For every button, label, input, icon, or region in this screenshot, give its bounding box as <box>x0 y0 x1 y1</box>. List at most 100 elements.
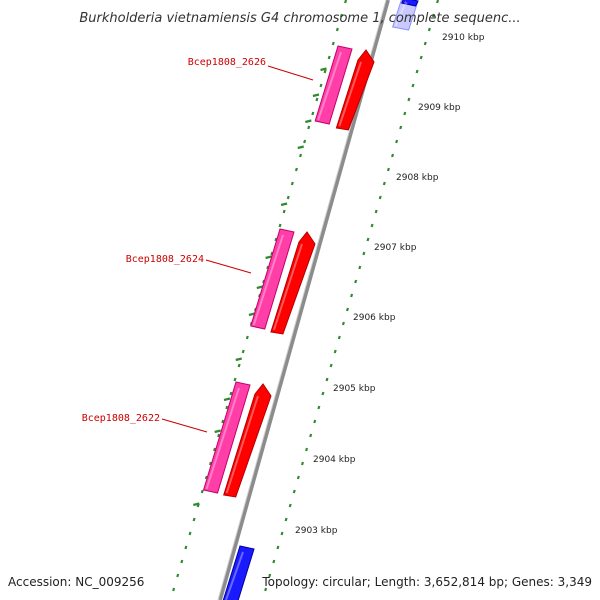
other-gene-top-light[interactable] <box>391 0 419 31</box>
other-gene-top[interactable] <box>400 0 419 7</box>
outer-tick-dot <box>415 69 419 74</box>
kbp-label-2905: 2905 kbp <box>333 384 376 394</box>
outer-tick-dot <box>399 125 403 130</box>
kbp-label-2903: 2903 kbp <box>295 526 338 536</box>
inner-track-dash <box>280 202 288 207</box>
inner-tick-dot <box>327 55 331 60</box>
inner-tick-dot <box>172 587 176 592</box>
outer-tick-dot <box>378 195 382 200</box>
gene-label-2626[interactable]: Bcep1808_2626 <box>188 57 266 68</box>
outer-tick-dot <box>346 307 349 312</box>
gene-arrow-icon[interactable] <box>335 49 375 131</box>
outer-tick-dot <box>313 419 317 424</box>
gene-arrow-icon-shine <box>338 61 362 127</box>
inner-tick-dot <box>213 447 217 452</box>
outer-tick-dot <box>268 573 272 578</box>
cds-bar-2626-shine <box>317 51 342 121</box>
gene-label-leader-2624 <box>205 259 252 274</box>
inner-tick-dot <box>303 139 307 144</box>
other-gene-bottom[interactable] <box>222 545 255 600</box>
inner-tick-dot <box>229 391 233 396</box>
outer-tick-dot <box>276 545 280 550</box>
inner-track-dash <box>320 67 327 72</box>
inner-tick-dot <box>286 195 290 200</box>
outer-tick-dot <box>370 223 374 228</box>
inner-tick-dot <box>294 167 298 172</box>
inner-tick-dot <box>290 181 294 186</box>
outer-tick-dot <box>337 335 341 340</box>
inner-tick-dot <box>192 517 196 522</box>
outer-tick-dot <box>427 27 431 32</box>
outer-tick-dot <box>382 181 386 186</box>
inner-tick-dot <box>323 69 327 74</box>
outer-tick-dot <box>300 461 304 466</box>
inner-track-dash <box>297 145 304 150</box>
inner-track-dash <box>265 255 272 260</box>
outer-tick-dot <box>386 167 390 172</box>
outer-tick-dot <box>431 13 435 18</box>
outer-tick-dot <box>272 559 276 564</box>
outer-tick-dot <box>333 349 337 354</box>
inner-track-dash <box>312 93 320 98</box>
summary-text: Topology: circular; Length: 3,652,814 bp… <box>261 575 592 589</box>
cds-bar-2624[interactable] <box>250 228 295 330</box>
other-gene-bottom-shine <box>225 551 244 600</box>
outer-tick-dot <box>292 489 296 494</box>
cds-bar-2622[interactable] <box>202 381 251 494</box>
outer-tick-dot <box>350 293 354 298</box>
inner-tick-dot <box>307 125 311 130</box>
outer-tick-dot <box>317 405 321 410</box>
inner-tick-dot <box>274 237 278 242</box>
outer-tick-dot <box>411 83 415 88</box>
inner-track-dash <box>214 429 221 434</box>
gene-label-2622[interactable]: Bcep1808_2622 <box>82 413 160 424</box>
inner-track-dash <box>248 312 256 317</box>
inner-track-dash <box>235 357 243 362</box>
other-gene-top-light-shine <box>394 3 406 27</box>
inner-tick-dot <box>278 223 282 228</box>
gene-features <box>202 0 419 600</box>
gene-label-2624[interactable]: Bcep1808_2624 <box>126 254 204 265</box>
kbp-label-2910: 2910 kbp <box>442 33 485 43</box>
outer-tick-dot <box>395 139 399 144</box>
inner-tick-dot <box>339 13 343 18</box>
inner-tick-dot <box>315 97 319 102</box>
outer-tick-dot <box>374 209 378 214</box>
outer-tick-dot <box>362 251 366 256</box>
inner-tick-dot <box>335 27 339 32</box>
cds-bar-2622-shine <box>205 387 240 490</box>
inner-track-dash <box>305 119 312 124</box>
kbp-label-2908: 2908 kbp <box>396 173 439 183</box>
inner-tick-dot <box>319 83 323 88</box>
outer-tick-dot <box>407 97 411 102</box>
inner-tick-dot <box>200 489 204 494</box>
gene-arrow-icon[interactable] <box>270 231 316 335</box>
gene-arrow-icon-shine <box>272 243 303 331</box>
map-title: Burkholderia vietnamiensis G4 chromosome… <box>79 11 520 26</box>
outer-tick-dot <box>309 433 313 438</box>
kbp-label-2909: 2909 kbp <box>418 103 461 113</box>
outer-tick-dot <box>264 587 268 592</box>
inner-tick-dot <box>221 419 225 424</box>
inner-tick-dot <box>266 265 270 270</box>
inner-tick-dot <box>225 405 229 410</box>
inner-tick-dot <box>204 475 208 480</box>
inner-track-dash <box>193 502 200 507</box>
outer-tick-dot <box>329 363 333 368</box>
inner-tick-dot <box>311 111 315 116</box>
cds-bar-2626[interactable] <box>314 45 353 125</box>
outer-tick-dot <box>366 237 370 242</box>
inner-tick-dot <box>237 363 241 368</box>
outer-tick-dot <box>391 153 395 158</box>
outer-tick-dot <box>284 517 288 522</box>
gene-arrow-icon[interactable] <box>223 383 272 498</box>
outer-tick-dot <box>305 447 309 452</box>
inner-tick-dot <box>217 433 221 438</box>
inner-tick-dot <box>299 153 303 158</box>
outer-tick-dot <box>325 377 329 382</box>
inner-tick-dot <box>188 531 192 536</box>
inner-tick-dot <box>241 349 245 354</box>
gene-labels: Bcep1808_2626 Bcep1808_2624 Bcep1808_262… <box>82 57 314 433</box>
gene-label-leader-2622 <box>161 418 208 433</box>
